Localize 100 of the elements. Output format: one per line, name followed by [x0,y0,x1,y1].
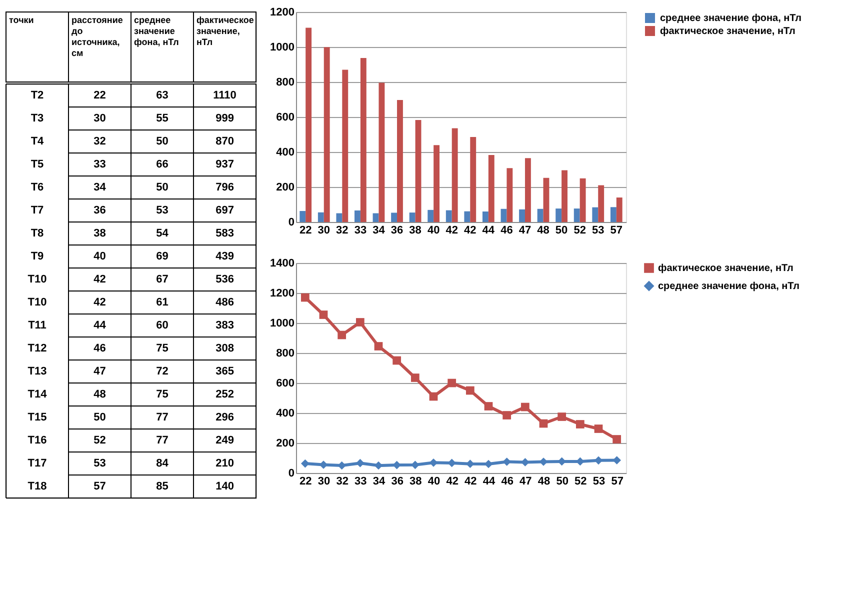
y-tick-label: T9 [30,250,44,262]
data-label: 42 [94,274,106,286]
y-tick-label: 1200 [270,6,294,18]
y-tick-label: T12 [28,342,47,354]
y-tick-label: 200 [276,438,294,450]
data-label: 53 [94,458,106,470]
data-label: 365 [216,366,234,378]
x-tick-label: 34 [372,224,386,236]
y-tick-label: T4 [30,136,45,148]
x-tick-label: 57 [610,224,623,236]
x-tick-label: 40 [428,476,440,488]
data-label: 63 [156,90,168,102]
x-tick-label: 53 [592,224,604,236]
data-label: 140 [216,480,234,492]
x-tick-label: 40 [427,224,440,236]
data-label: 52 [94,434,106,446]
data-label: 33 [94,158,106,170]
y-tick-label: 200 [276,182,294,194]
x-tick-label: фактическое значение, нТл [196,15,254,47]
x-tick-label: 52 [574,476,587,488]
y-tick-label: T10 [28,296,47,308]
y-tick-label: T13 [28,366,47,378]
data-label: 210 [216,458,234,470]
y-tick-label: 600 [276,112,294,124]
x-tick-label: расстояние до источника, см [72,15,123,58]
data-label: 697 [216,204,234,216]
data-label: 46 [94,342,106,354]
y-tick-label: 600 [276,378,294,390]
x-tick-label: 46 [501,476,514,488]
x-tick-label: 33 [354,476,367,488]
y-tick-label: T15 [28,412,47,424]
data-label: 77 [156,412,168,424]
x-tick-label: 48 [537,224,550,236]
y-tick-label: 1200 [270,288,294,300]
data-label: 32 [94,136,106,148]
y-tick-label: T18 [28,480,47,492]
x-tick-label: 36 [390,224,404,236]
data-label: 50 [156,182,168,194]
data-label: 296 [216,412,234,424]
x-tick-label: среднее значение фона, нТл [134,15,180,47]
data-label: 999 [216,112,234,124]
y-tick-label: 400 [276,146,294,158]
data-label: 54 [156,228,170,240]
x-tick-label: 46 [500,224,513,236]
x-tick-label: 50 [556,476,568,488]
y-axis-title: точки [9,15,34,25]
y-tick-label: 1000 [270,42,294,54]
x-tick-label: 32 [336,476,348,488]
y-tick-label: T10 [28,274,47,286]
legend-label: среднее значение фона, нТл [658,281,800,292]
x-tick-label: 47 [518,224,532,236]
data-label: 66 [156,158,168,170]
data-label: 67 [156,274,168,286]
data-label: 796 [216,182,234,194]
data-label: 69 [156,250,168,262]
x-tick-label: 22 [299,224,312,236]
data-label: 383 [216,320,234,332]
data-label: 1110 [213,90,236,102]
x-tick-label: 50 [555,224,568,236]
y-tick-label: 800 [276,348,294,360]
data-label: 249 [216,434,234,446]
x-tick-label: 57 [611,476,624,488]
x-tick-label: 38 [409,224,422,236]
x-tick-label: 44 [482,476,496,488]
data-label: 252 [216,388,234,400]
x-tick-label: 44 [482,224,496,236]
y-tick-label: 1000 [270,318,294,330]
data-label: 60 [156,320,168,332]
x-tick-label: 33 [354,224,367,236]
y-tick-label: T2 [30,90,44,102]
data-label: 22 [94,90,106,102]
y-tick-label: 1400 [270,258,294,270]
data-label: 30 [94,112,106,124]
data-label: 77 [156,434,168,446]
x-tick-label: 36 [391,476,404,488]
data-label: 486 [216,296,234,308]
x-tick-label: 32 [336,224,348,236]
y-tick-label: T6 [30,182,44,194]
legend-label: фактическое значение, нТл [658,263,794,274]
x-tick-label: 53 [592,476,606,488]
data-label: 47 [94,366,106,378]
x-tick-label: 42 [446,224,458,236]
data-label: 53 [156,204,168,216]
data-label: 34 [94,182,107,194]
data-label: 72 [156,366,168,378]
y-tick-label: 0 [288,216,294,228]
x-tick-label: 30 [318,476,330,488]
data-label: 75 [156,342,168,354]
data-label: 75 [156,388,168,400]
x-tick-label: 22 [300,476,312,488]
x-tick-label: 42 [446,476,458,488]
y-tick-label: T11 [28,320,46,332]
data-label: 55 [156,112,168,124]
y-tick-label: 400 [276,408,294,420]
data-label: 308 [216,342,234,354]
x-tick-label: 38 [410,476,422,488]
y-tick-label: T8 [30,228,44,240]
x-tick-label: 34 [372,476,386,488]
y-tick-label: T14 [28,388,48,400]
data-label: 50 [94,412,106,424]
